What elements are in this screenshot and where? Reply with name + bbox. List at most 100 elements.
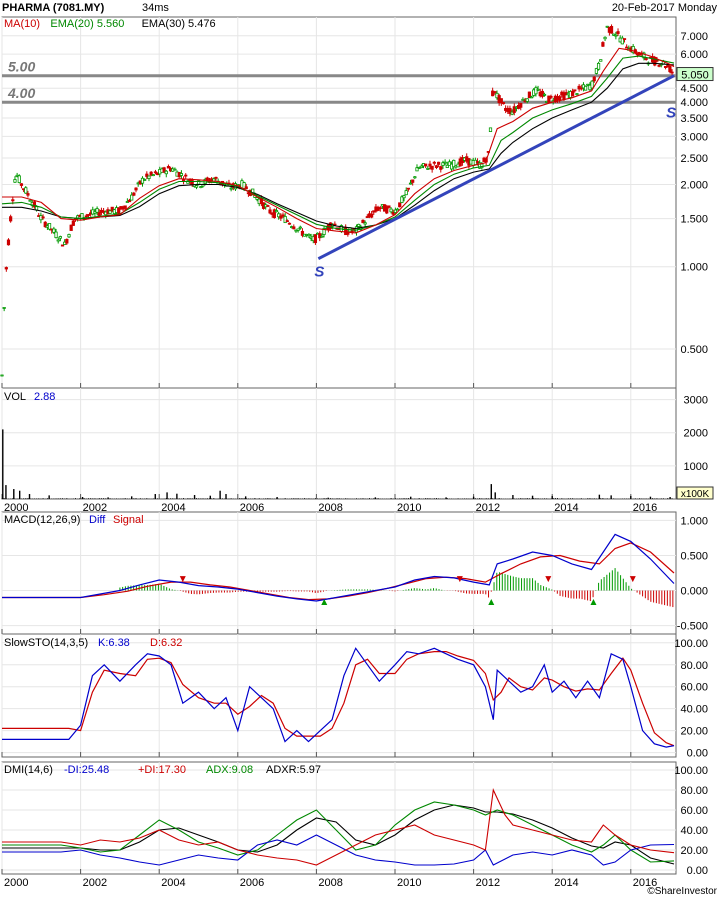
chart-header: PHARMA (7081.MY) 34ms 20-Feb-2017 Monday	[2, 2, 717, 14]
candle-body	[229, 187, 233, 190]
candle-body	[642, 52, 646, 59]
dmi-adx-line	[2, 801, 675, 863]
candle-body	[620, 37, 624, 45]
candle-body	[395, 208, 400, 211]
candle-body	[56, 239, 60, 242]
chart-title: PHARMA (7081.MY)	[2, 2, 105, 14]
candle-body	[65, 238, 69, 244]
candle-body	[385, 206, 389, 214]
candle-body	[47, 223, 52, 230]
candle-body	[402, 195, 406, 199]
candle-body	[510, 111, 514, 115]
macd-sell-arrow	[629, 576, 636, 583]
candle-body	[491, 90, 495, 97]
volume-x-tick-label: 2016	[633, 502, 657, 514]
last-price-value: 5.050	[681, 70, 709, 82]
candle-body	[281, 214, 285, 217]
candle-body	[95, 208, 99, 213]
candle-body	[41, 216, 45, 219]
candle-body	[127, 199, 132, 203]
dmi-legend-item: ADX:9.08	[206, 764, 253, 776]
candle-body	[586, 83, 590, 86]
candle-body	[26, 193, 30, 196]
candle-body	[307, 233, 311, 237]
candle-body	[19, 183, 24, 186]
volume-legend-label: VOL	[4, 391, 26, 403]
candle-body	[579, 87, 583, 90]
macd-legend-item: MACD(12,26,9)	[4, 514, 80, 526]
dmi-y-tick-label: 40.00	[680, 825, 708, 837]
candle-body	[350, 230, 354, 233]
candle-body	[594, 68, 599, 74]
candle-body	[536, 88, 540, 91]
candle-body	[525, 98, 529, 102]
macd-sell-arrow	[179, 576, 186, 583]
price-y-tick-label: 2.000	[680, 179, 708, 191]
dmi-y-tick-label: 0.00	[687, 865, 708, 877]
candle-body	[123, 205, 127, 209]
candle-body	[101, 210, 106, 213]
volume-y-tick-label: 3000	[684, 395, 708, 407]
candle-body	[9, 216, 13, 222]
price-legend-item: EMA(20) 5.560	[50, 18, 124, 30]
candle-body	[603, 36, 607, 40]
slowsto-legend-item: SlowSTO(14,3,5)	[4, 637, 88, 649]
dmi-x-tick-label: 2004	[161, 877, 185, 889]
candle-body	[186, 180, 190, 184]
candle-body	[406, 187, 410, 190]
hline-label: 5.00	[8, 59, 35, 75]
price-y-tick-label: 4.000	[680, 97, 708, 109]
dmi-legend-item: ADXR:5.97	[266, 764, 321, 776]
chart-date: 20-Feb-2017 Monday	[612, 2, 718, 14]
macd-y-tick-label: -0.500	[677, 621, 708, 633]
price-y-tick-label: 3.500	[680, 113, 708, 125]
price-y-tick-label: 2.500	[680, 153, 708, 165]
macd-y-tick-label: 0.000	[680, 586, 708, 598]
candle-body	[501, 102, 506, 105]
ema30-line	[2, 62, 675, 230]
candle-body	[147, 175, 151, 179]
candle-body	[601, 42, 605, 47]
dmi-y-tick-label: 20.00	[680, 845, 708, 857]
candle-body	[529, 96, 534, 99]
macd-panel-frame	[1, 511, 677, 635]
candle-body	[52, 228, 56, 233]
candle-body	[488, 127, 493, 132]
candle-body	[313, 234, 318, 244]
dmi-x-tick-label: 2000	[4, 877, 28, 889]
dmi-legend-item: DMI(14,6)	[4, 764, 53, 776]
price-y-tick-label: 3.000	[680, 131, 708, 143]
candle-body	[184, 174, 188, 177]
candle-body	[361, 219, 365, 224]
candle-body	[285, 220, 289, 223]
candle-body	[143, 179, 147, 181]
dmi-panel: 100.00 80.00 60.00 40.00 20.00 0.00 2000 2002 20…	[1, 761, 708, 889]
candle-body	[625, 46, 629, 49]
candle-body	[296, 228, 300, 231]
candle-body	[391, 211, 395, 215]
candle-body	[668, 65, 672, 73]
volume-x-tick-label: 2000	[4, 502, 28, 514]
candle-body	[179, 173, 184, 176]
macd-legend-item: Diff	[89, 514, 106, 526]
candle-body	[130, 194, 134, 201]
volume-x-tick-label: 2002	[83, 502, 107, 514]
price-y-tick-label: 7.000	[680, 31, 708, 43]
candle-body	[398, 202, 402, 208]
candle-body	[108, 210, 112, 214]
candle-body	[67, 234, 71, 238]
candle-body	[408, 182, 413, 185]
candle-body	[357, 223, 361, 227]
price-panel: 7.0006.0005.0004.5004.0003.5003.0002.500…	[0, 16, 714, 403]
candle-body	[255, 197, 259, 200]
price-y-tick-label: 4.500	[680, 83, 708, 95]
slowsto-y-tick-label: 20.00	[680, 726, 708, 738]
candle-body	[596, 62, 601, 70]
candle-body	[54, 231, 58, 239]
candle-body	[430, 165, 434, 170]
candle-body	[378, 207, 382, 210]
candle-body	[153, 171, 158, 174]
candle-body	[411, 179, 415, 183]
dmi-y-tick-label: 100.00	[674, 765, 708, 777]
